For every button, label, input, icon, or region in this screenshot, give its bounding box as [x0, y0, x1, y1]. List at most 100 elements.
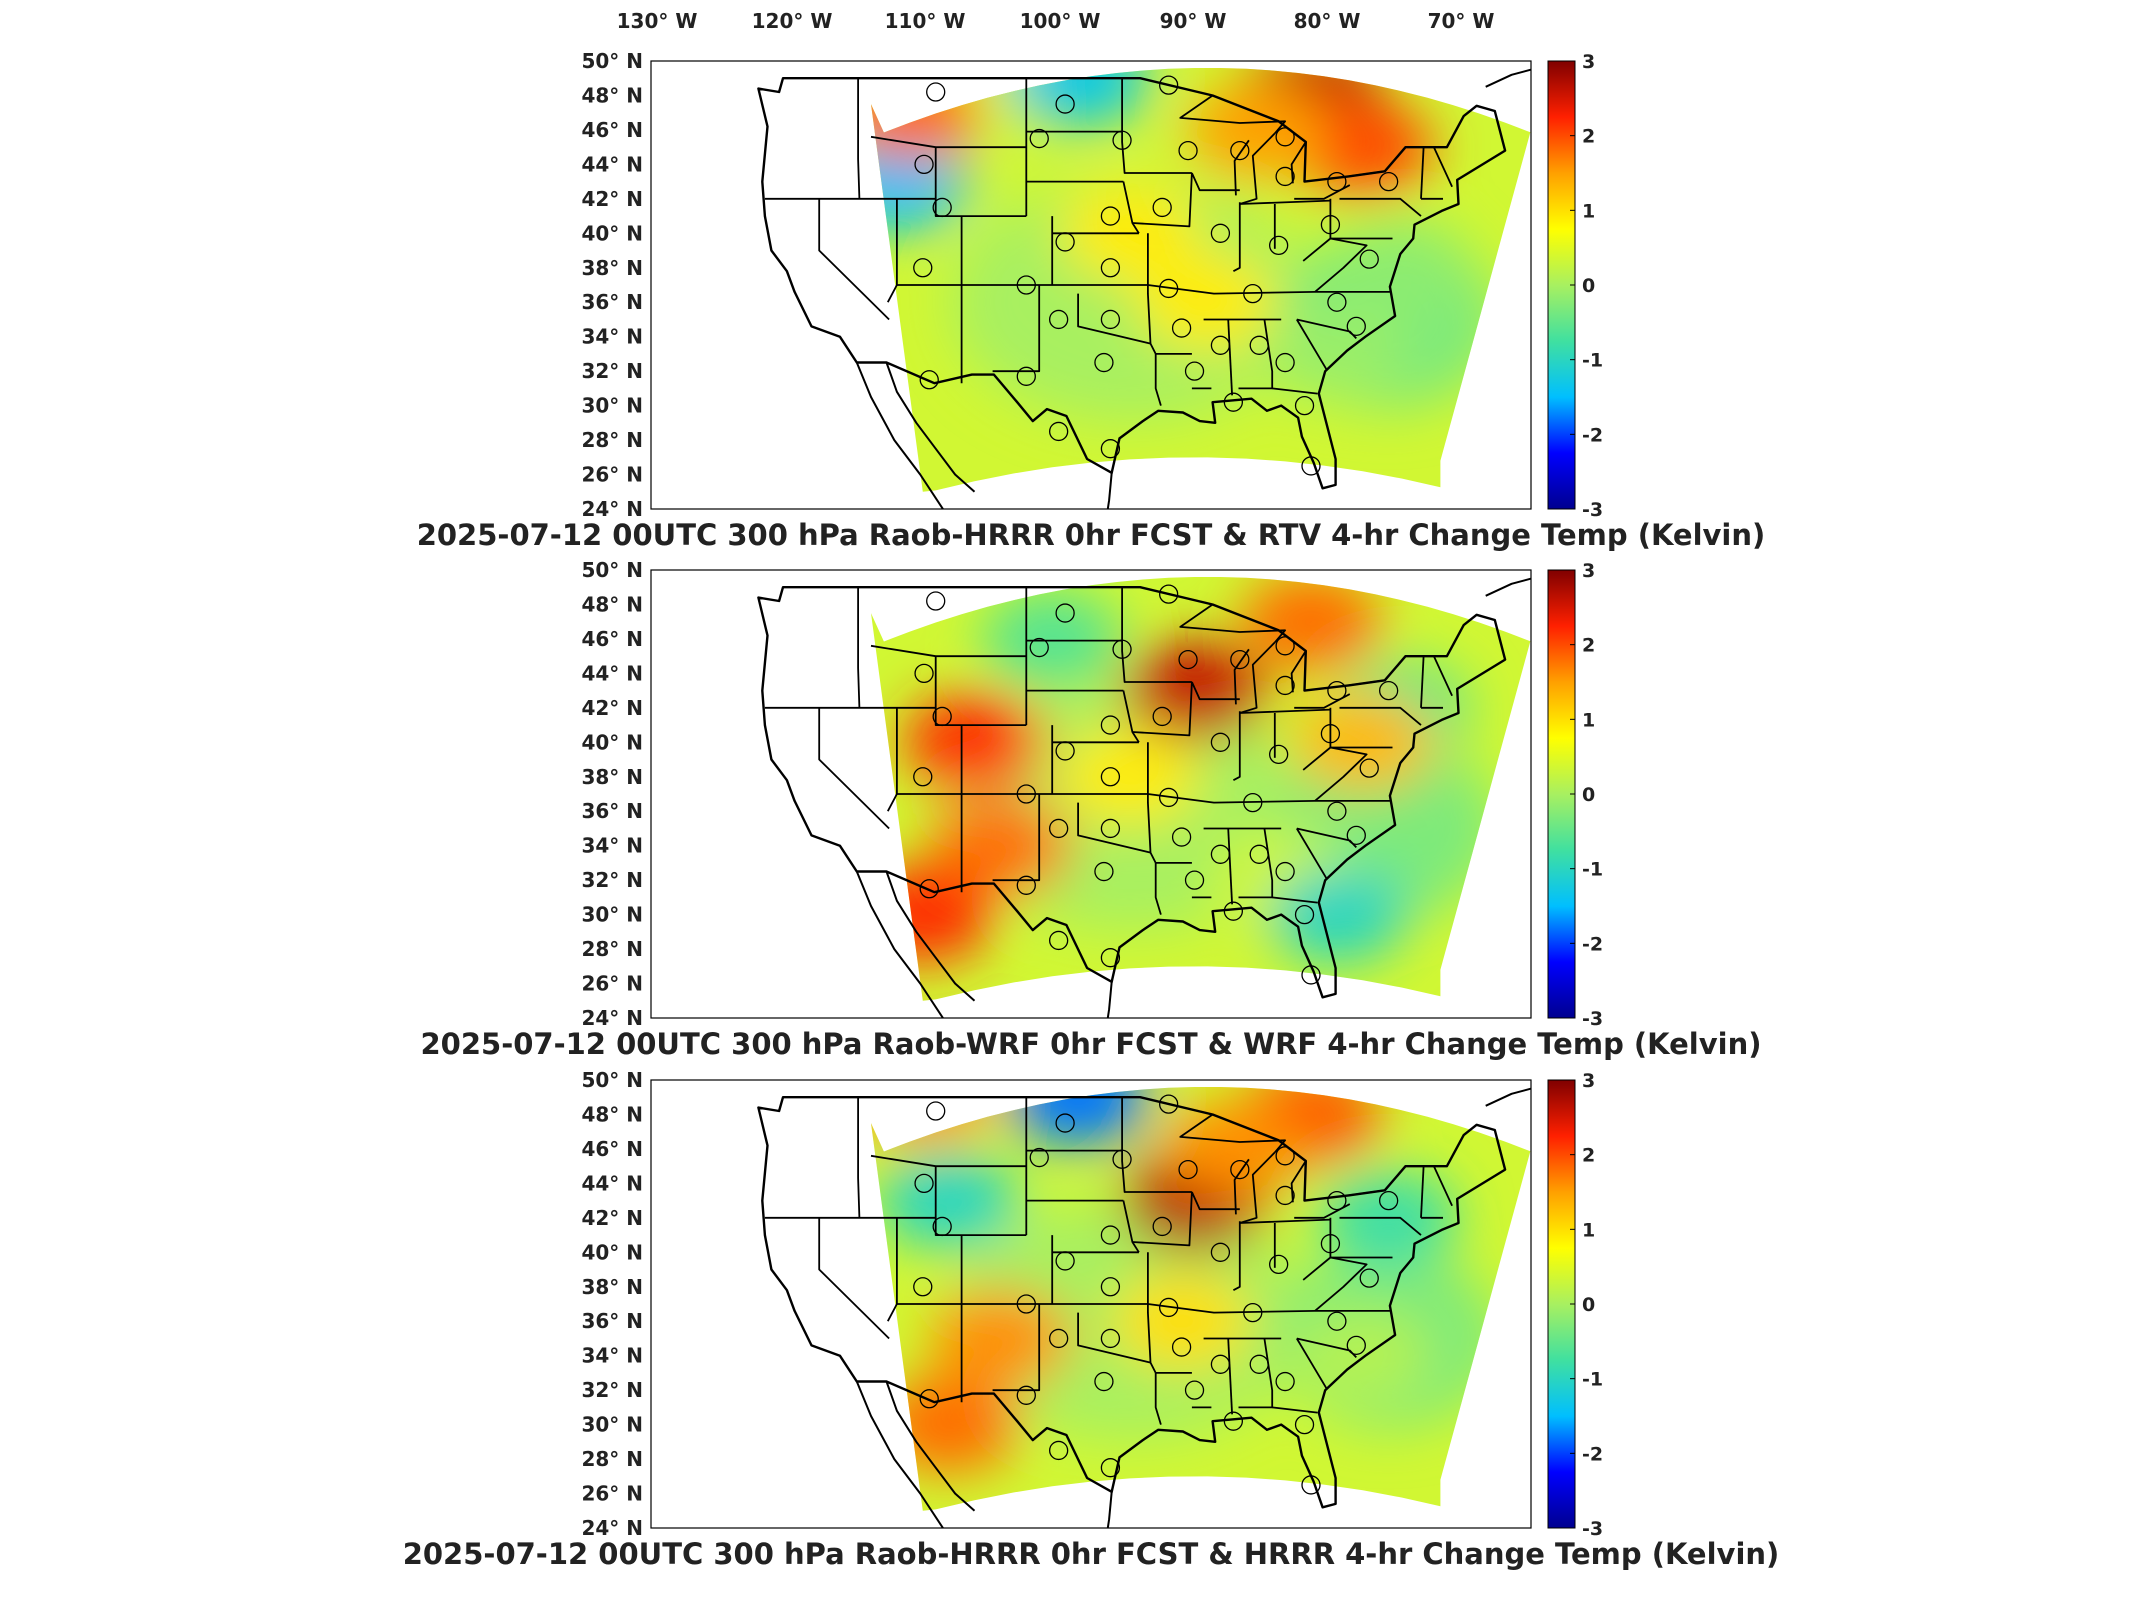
raob-station-marker	[1178, 140, 1198, 161]
lat-label: 30° N	[581, 903, 643, 927]
state-boundary	[1296, 318, 1357, 340]
raob-station-marker	[1275, 127, 1295, 147]
raob-station-marker	[914, 1173, 934, 1194]
lat-label: 38° N	[581, 765, 643, 789]
colorbar-tick-label: -1	[1582, 1369, 1603, 1391]
raob-station-marker	[1016, 275, 1036, 295]
raob-station-marker	[1230, 140, 1250, 161]
state-boundary	[1233, 648, 1250, 705]
field-anomaly	[878, 1152, 1019, 1249]
state-boundary	[1348, 1189, 1385, 1197]
lat-label: 48° N	[581, 592, 643, 616]
raob-station-marker	[1100, 206, 1121, 226]
mexico-coast	[885, 1381, 976, 1512]
raob-station-marker	[913, 767, 933, 787]
lon-label: 100° W	[1020, 9, 1101, 33]
lat-label: 44° N	[581, 152, 643, 176]
raob-station-marker	[1171, 1337, 1192, 1357]
state-boundary	[857, 587, 861, 708]
raob-station-marker	[926, 591, 946, 611]
lat-label: 48° N	[581, 1102, 643, 1126]
raob-station-marker	[1320, 215, 1341, 235]
raob-station-marker	[1275, 166, 1295, 187]
raob-station-marker	[1301, 1475, 1321, 1495]
raob-station-marker	[914, 154, 934, 175]
lat-label: 24° N	[581, 1516, 643, 1540]
state-boundary	[1296, 827, 1357, 849]
raob-station-marker	[1359, 1268, 1379, 1288]
colorbar-tick-label: 2	[1582, 635, 1595, 657]
map-frame	[650, 1079, 1532, 1529]
country-outline	[757, 586, 1507, 999]
raob-station-marker	[1029, 637, 1049, 658]
state-boundary	[1154, 1372, 1162, 1425]
canada-coast	[1485, 1087, 1531, 1107]
lon-label: 130° W	[617, 9, 698, 33]
lat-label: 26° N	[581, 1482, 643, 1506]
raob-station-marker	[1320, 1234, 1341, 1254]
raob-station-marker	[1094, 1371, 1114, 1392]
state-boundary	[1339, 197, 1422, 217]
raob-station-marker	[1158, 1297, 1179, 1318]
raob-station-marker	[932, 197, 952, 218]
raob-station-marker	[914, 663, 934, 684]
raob-station-marker	[1320, 724, 1341, 744]
colorbar-tick-label: 3	[1582, 560, 1595, 582]
raob-station-marker	[1100, 1328, 1121, 1349]
raob-station-marker	[1378, 1190, 1399, 1211]
raob-station-marker	[1112, 1149, 1132, 1169]
state-boundary	[1077, 293, 1151, 345]
lat-label: 38° N	[581, 256, 643, 280]
state-boundary	[1232, 711, 1241, 781]
raob-station-marker	[1327, 1311, 1347, 1331]
raob-station-marker	[1016, 784, 1036, 804]
state-boundary	[1227, 1338, 1233, 1415]
raob-station-marker	[1346, 1335, 1366, 1356]
raob-station-marker	[1048, 421, 1069, 442]
state-boundary	[1132, 681, 1193, 737]
state-boundary	[1179, 94, 1286, 134]
raob-station-marker	[1048, 1440, 1069, 1461]
raob-station-marker	[1100, 1277, 1121, 1297]
raob-station-marker	[1100, 258, 1121, 278]
raob-station-marker	[1100, 715, 1121, 735]
lat-label: 38° N	[581, 1275, 643, 1299]
state-boundary	[1179, 603, 1286, 643]
raob-station-marker	[1100, 948, 1121, 968]
raob-station-marker	[1210, 1242, 1231, 1262]
state-boundary	[1272, 1406, 1318, 1414]
lat-label: 30° N	[581, 1413, 643, 1437]
state-boundary	[992, 285, 1041, 373]
colorbar-tick-label: 0	[1582, 1294, 1595, 1316]
raob-station-marker	[1301, 456, 1321, 476]
colorbar-tick-label: -2	[1582, 424, 1603, 446]
state-boundary	[1433, 146, 1453, 188]
mexico-coast	[885, 871, 976, 1002]
lat-label: 44° N	[581, 661, 643, 685]
state-boundary	[1348, 679, 1385, 687]
raob-station-marker	[913, 258, 933, 278]
raob-station-marker	[1275, 1185, 1295, 1206]
state-boundary	[992, 1304, 1041, 1392]
lat-label: 46° N	[581, 118, 643, 142]
colorbar-tick-label: -2	[1582, 933, 1603, 955]
field-anomaly	[1292, 1307, 1433, 1404]
field-anomaly	[1059, 728, 1200, 825]
mexico-coast	[855, 362, 945, 509]
raob-station-marker	[932, 1216, 952, 1237]
temperature-field	[871, 68, 1531, 492]
state-boundary	[857, 1097, 861, 1218]
map-boundaries	[757, 68, 1531, 509]
mexico-coast	[1106, 472, 1113, 509]
state-boundary	[1154, 353, 1162, 406]
raob-station-marker	[1230, 1159, 1250, 1180]
raob-station-marker	[1158, 278, 1179, 299]
raob-station-marker	[1055, 1113, 1075, 1133]
raob-station-marker	[1275, 1146, 1295, 1166]
raob-station-marker	[1048, 1328, 1069, 1349]
field-anomaly	[930, 797, 1071, 894]
lat-label: 42° N	[581, 1206, 643, 1230]
lat-label: 40° N	[581, 1240, 643, 1264]
state-boundary	[1227, 319, 1233, 396]
field-anomaly	[1266, 866, 1407, 963]
